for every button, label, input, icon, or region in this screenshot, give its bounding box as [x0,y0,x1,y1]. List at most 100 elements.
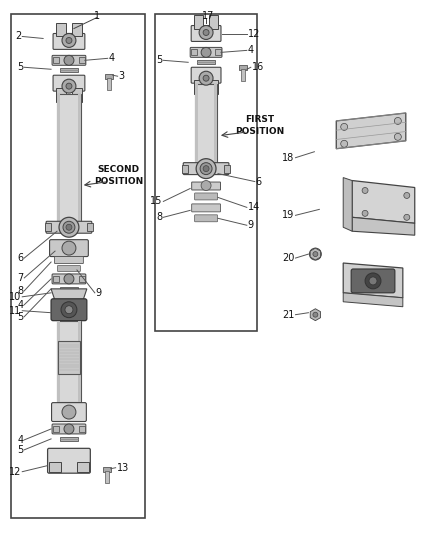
FancyBboxPatch shape [52,274,86,284]
Bar [57,94,81,223]
Bar [77,462,89,472]
Circle shape [203,166,209,172]
Text: 4: 4 [248,45,254,55]
Text: 4: 4 [17,300,23,310]
Bar [53,426,59,432]
Bar [155,14,257,330]
Text: 8: 8 [17,286,23,296]
Text: 3: 3 [119,71,125,81]
Polygon shape [343,263,403,298]
Text: 17: 17 [202,11,214,21]
Bar [214,84,217,166]
Text: 5: 5 [156,55,162,66]
FancyBboxPatch shape [57,265,81,271]
Circle shape [62,241,76,255]
FancyBboxPatch shape [51,299,87,321]
Text: 6: 6 [256,176,262,187]
Text: 6: 6 [17,253,23,263]
FancyBboxPatch shape [55,256,83,263]
Bar [195,84,217,166]
Circle shape [394,117,401,124]
Circle shape [309,248,321,260]
Bar [195,84,198,166]
Circle shape [362,188,368,193]
Polygon shape [51,289,87,301]
Bar [57,321,60,402]
Bar [11,14,145,519]
Text: 5: 5 [17,62,23,72]
Bar [194,14,203,29]
Circle shape [203,29,209,36]
Text: 20: 20 [282,253,294,263]
Bar [241,69,245,81]
Text: 12: 12 [248,29,260,39]
Circle shape [62,405,76,419]
FancyBboxPatch shape [48,448,90,473]
Polygon shape [310,248,321,260]
Text: 21: 21 [282,310,294,320]
Circle shape [64,424,74,434]
Text: 1: 1 [94,11,100,21]
Polygon shape [352,181,415,223]
Text: 16: 16 [252,62,264,72]
FancyBboxPatch shape [191,26,221,42]
Circle shape [199,71,213,85]
Bar [239,65,247,70]
Text: 7: 7 [17,273,23,283]
Bar [57,94,60,223]
Bar [105,471,109,482]
FancyBboxPatch shape [351,269,395,293]
Circle shape [341,124,348,131]
Circle shape [62,79,76,93]
Text: 4: 4 [109,53,115,63]
Circle shape [201,47,211,58]
FancyBboxPatch shape [52,55,86,65]
Circle shape [199,26,213,39]
Bar [60,437,78,441]
Circle shape [313,312,318,317]
Circle shape [64,55,74,65]
FancyBboxPatch shape [194,193,218,200]
FancyBboxPatch shape [53,75,85,91]
Text: 5: 5 [17,312,23,322]
Circle shape [65,306,73,314]
Bar [182,165,188,173]
FancyBboxPatch shape [49,240,88,256]
Polygon shape [343,293,403,307]
Bar [72,88,82,102]
Bar [194,80,203,94]
Text: 11: 11 [9,306,21,316]
Bar [215,50,221,55]
Bar [87,223,93,231]
Bar [58,341,80,374]
Bar [45,223,51,231]
Circle shape [59,217,79,237]
FancyBboxPatch shape [183,163,229,175]
Circle shape [200,163,212,175]
FancyBboxPatch shape [52,402,86,422]
Circle shape [365,273,381,289]
Bar [107,78,111,90]
Circle shape [394,133,401,140]
Circle shape [203,75,209,81]
Text: 10: 10 [9,292,21,302]
Bar [60,287,78,291]
Text: 2: 2 [15,31,21,42]
Bar [49,462,61,472]
FancyBboxPatch shape [52,424,86,434]
Text: 5: 5 [17,445,23,455]
Circle shape [404,214,410,220]
Bar [53,58,59,63]
Text: 12: 12 [9,467,21,477]
Bar [209,14,218,29]
Circle shape [61,302,77,318]
Bar [209,80,218,94]
Bar [191,50,197,55]
Polygon shape [352,217,415,235]
FancyBboxPatch shape [53,34,85,50]
Text: 14: 14 [248,203,260,212]
Circle shape [201,181,211,190]
Polygon shape [310,309,321,321]
Text: 19: 19 [282,211,294,220]
FancyBboxPatch shape [190,47,222,58]
